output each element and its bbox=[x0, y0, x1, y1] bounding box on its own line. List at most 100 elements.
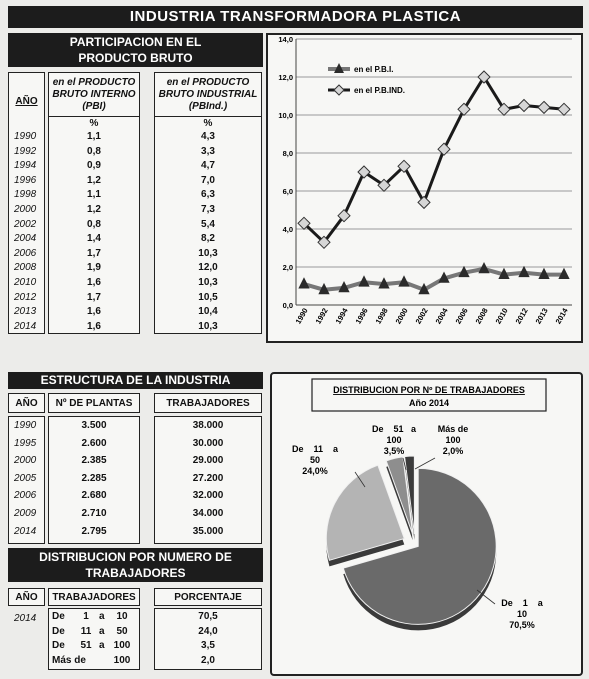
year-cell: 1998 bbox=[14, 189, 37, 201]
dist-trab-range: De 51 a 100 bbox=[52, 640, 136, 653]
pbi-cell: 1,1 bbox=[87, 131, 101, 142]
pbind-point bbox=[497, 102, 511, 117]
est-year-cell: 2006 bbox=[14, 490, 37, 502]
year-cell: 1992 bbox=[14, 145, 37, 157]
est-year-cell: 1990 bbox=[14, 420, 37, 431]
pbind-cell: 6,3 bbox=[201, 189, 215, 201]
est-col-trab-header: TRABAJADORES bbox=[154, 393, 262, 413]
col-pbi-body bbox=[48, 116, 140, 334]
dist-pct-cell: 3,5 bbox=[201, 640, 215, 651]
y-tick-label: 8,0 bbox=[283, 149, 293, 158]
pbi-point bbox=[358, 275, 370, 287]
main-title-bar: INDUSTRIA TRANSFORMADORA PLASTICA bbox=[8, 6, 583, 28]
legend-pbind-marker bbox=[333, 84, 345, 96]
pie-slice-11-50 bbox=[325, 464, 405, 561]
pbind-cell: 3,3 bbox=[201, 145, 215, 157]
pbind-cell: 8,2 bbox=[201, 233, 215, 245]
pie-leader-line bbox=[354, 471, 366, 488]
dist-trab-range: Más de 100 bbox=[52, 655, 136, 668]
participacion-title-line2: PRODUCTO BRUTO bbox=[78, 51, 193, 65]
pie-slice-label: 3,5% bbox=[384, 446, 405, 456]
col-pbind-header: en el PRODUCTO BRUTO INDUSTRIAL (PBInd.) bbox=[154, 72, 262, 118]
dist-pct-cell: 2,0 bbox=[201, 654, 215, 666]
distribucion-title: DISTRIBUCION POR NUMERO DE TRABAJADORES bbox=[8, 548, 263, 582]
dist-range-to: 100 bbox=[113, 640, 131, 651]
distribucion-title-line1: DISTRIBUCION POR NUMERO DE bbox=[39, 550, 232, 564]
year-cell: 2010 bbox=[14, 277, 37, 288]
dist-trab-range: De 1 a 10 bbox=[52, 611, 136, 624]
pie-slice-label: 10 bbox=[517, 609, 527, 619]
pbind-point bbox=[377, 178, 391, 193]
est-col-year-body bbox=[8, 416, 45, 544]
pbi-point bbox=[298, 277, 310, 289]
legend-pbind-label: en el P.B.IND. bbox=[354, 86, 405, 95]
pie-leader-line bbox=[402, 457, 407, 471]
pbind-point bbox=[397, 159, 411, 174]
pbi-cell: 0,8 bbox=[87, 145, 101, 157]
year-cell: 2006 bbox=[14, 247, 37, 259]
pbi-point bbox=[338, 281, 350, 293]
est-col-plantas-header: Nº DE PLANTAS bbox=[48, 393, 140, 413]
pie-slice-51-100-depth bbox=[386, 462, 413, 541]
pbi-unit: % bbox=[89, 118, 99, 129]
year-cell: 2014 bbox=[14, 320, 37, 332]
est-year-cell: 2005 bbox=[14, 472, 37, 484]
pbi-cell: 1,4 bbox=[87, 233, 101, 245]
pbi-point bbox=[378, 277, 390, 289]
main-title: INDUSTRIA TRANSFORMADORA PLASTICA bbox=[129, 8, 462, 25]
dist-range-from: 51 bbox=[80, 640, 92, 651]
col-year-body bbox=[8, 128, 45, 334]
pie-slice-label: 100 bbox=[445, 435, 460, 445]
pbind-point bbox=[337, 208, 351, 223]
dist-trab-range: De 11 a 50 bbox=[52, 626, 136, 639]
pbind-point bbox=[477, 70, 491, 84]
pbind-point bbox=[417, 195, 431, 210]
dist-range-prefix: De bbox=[52, 625, 65, 637]
dist-col-trab-header: TRABAJADORES bbox=[48, 588, 140, 606]
pbind-cell: 4,3 bbox=[201, 131, 215, 142]
pbind-cell: 4,7 bbox=[201, 160, 215, 172]
pbind-header-line: (PBInd.) bbox=[188, 101, 228, 112]
pie-slice-label: 2,0% bbox=[443, 446, 464, 456]
pie-slice-label: 100 bbox=[386, 435, 401, 445]
y-tick-label: 0,0 bbox=[283, 301, 293, 310]
est-trab-cell: 30.000 bbox=[192, 437, 224, 449]
pbi-cell: 1,6 bbox=[87, 277, 101, 288]
pbi-point bbox=[318, 282, 330, 295]
dist-col-year-header: AÑO bbox=[8, 588, 45, 606]
est-plantas-cell: 2.385 bbox=[81, 455, 107, 467]
pie-slice-label: 50 bbox=[310, 455, 320, 465]
pbi-header-line: BRUTO INTERNO bbox=[52, 89, 136, 100]
est-year-cell: 2000 bbox=[14, 455, 37, 467]
pie-slice-label: De 1 a bbox=[501, 598, 544, 608]
pie-slice-mas-100 bbox=[404, 455, 415, 535]
pbi-point bbox=[418, 282, 430, 295]
est-year-cell: 1995 bbox=[14, 437, 37, 449]
dist-col-trab-body bbox=[48, 608, 140, 670]
y-tick-label: 4,0 bbox=[283, 225, 293, 234]
pie-slice-label: 24,0% bbox=[302, 466, 328, 476]
pbind-cell: 7,3 bbox=[201, 204, 215, 215]
dist-range-to: 100 bbox=[113, 654, 131, 666]
dist-range-to: 10 bbox=[116, 611, 128, 622]
participacion-title-line1: PARTICIPACION EN EL bbox=[69, 35, 202, 49]
pie-slice-label: Más de bbox=[438, 424, 469, 434]
dist-range-sep: a bbox=[99, 640, 105, 651]
pie-slice-label: De 51 a bbox=[372, 424, 417, 434]
pbi-cell: 0,9 bbox=[87, 160, 101, 172]
year-cell: 2012 bbox=[14, 291, 37, 303]
est-plantas-cell: 2.680 bbox=[81, 490, 107, 502]
pbi-cell: 1,7 bbox=[87, 247, 101, 259]
pbi-cell: 0,8 bbox=[87, 218, 101, 230]
est-col-plantas-body bbox=[48, 416, 140, 544]
pbind-point bbox=[437, 142, 451, 156]
pbind-point bbox=[317, 235, 331, 250]
dist-pct-cell: 70,5 bbox=[198, 611, 218, 622]
est-col-trab-body bbox=[154, 416, 262, 544]
participacion-title: PARTICIPACION EN EL PRODUCTO BRUTO bbox=[8, 33, 263, 67]
est-col-year-header: AÑO bbox=[8, 393, 45, 413]
dist-range-prefix: Más de bbox=[52, 654, 86, 666]
pbi-point bbox=[458, 265, 470, 278]
pbind-cell: 10,5 bbox=[198, 291, 218, 303]
